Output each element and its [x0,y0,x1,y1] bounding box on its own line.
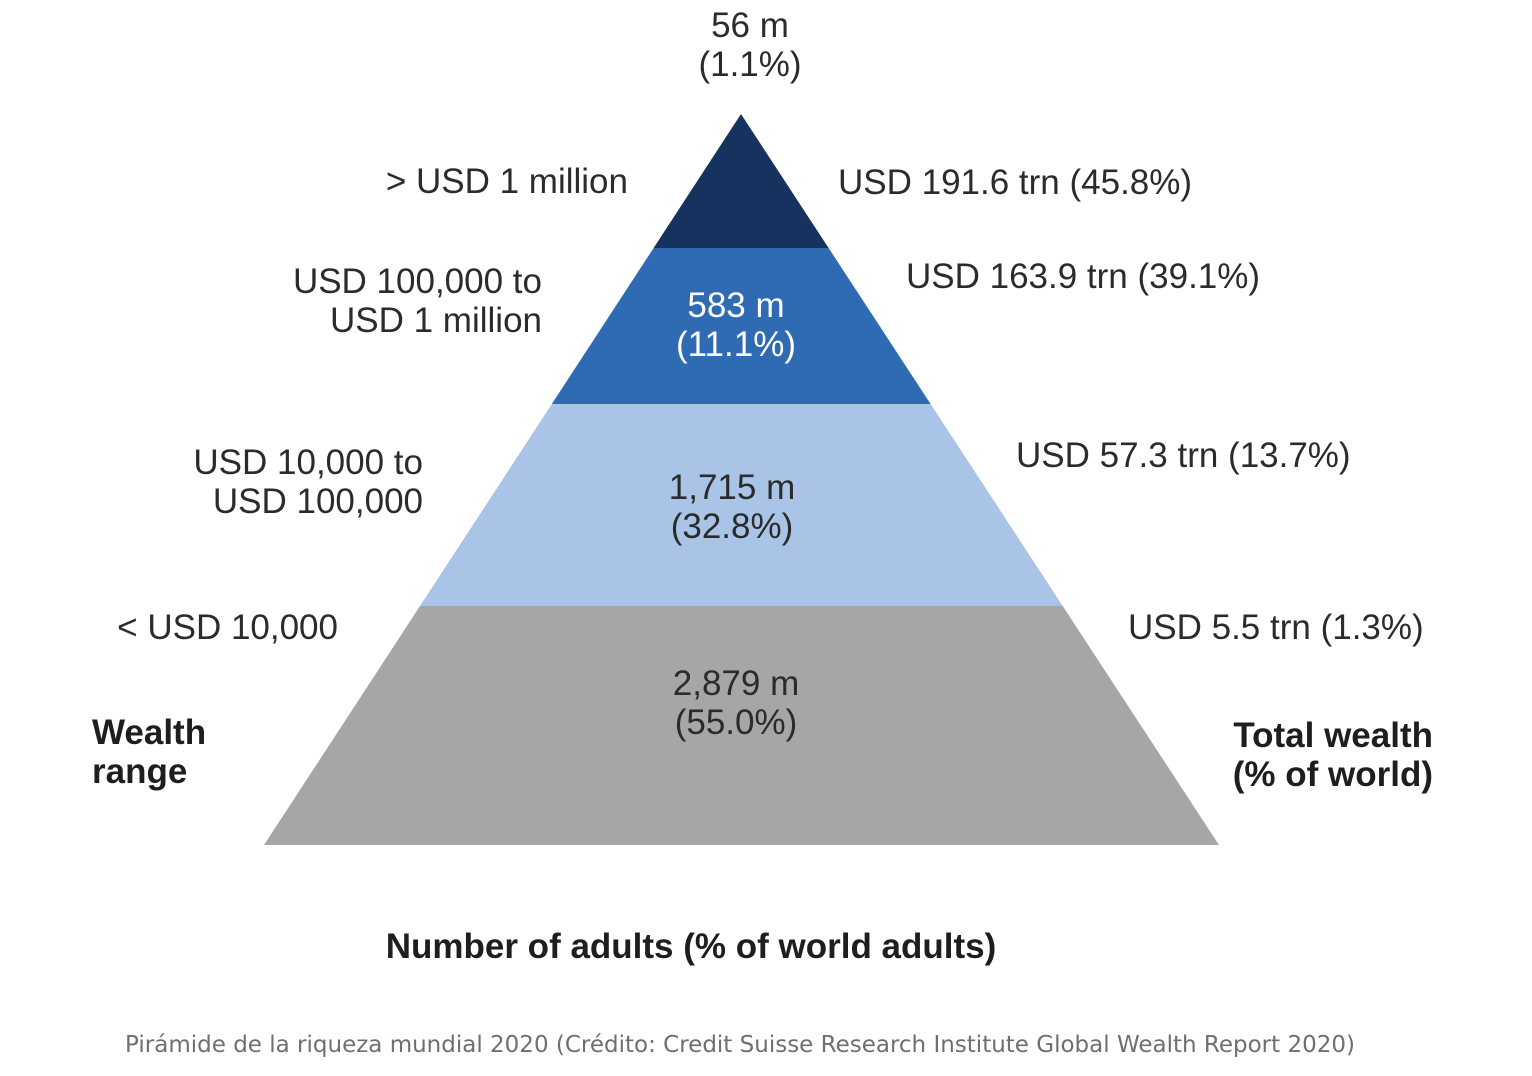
total-wealth-axis-title: Total wealth (% of world) [1233,716,1433,794]
adults-label-tier-3: 1,715 m (32.8%) [632,468,832,546]
adults-share-tier-4: (55.0%) [674,703,798,742]
wealth-range-tier-2-line-1: USD 100,000 to [292,262,542,301]
total-wealth-tier-2: USD 163.9 trn (39.1%) [906,257,1260,296]
adults-count-tier-2: 583 m [687,286,785,325]
wealth-range-tier-1-line-1: > USD 1 million [385,162,628,201]
number-of-adults-axis-title-text: Number of adults (% of world adults) [385,927,997,966]
total-wealth-tier-2-value: USD 163.9 trn (39.1%) [906,257,1261,296]
adults-count-tier-1: 56 m [711,6,789,45]
total-wealth-axis-title-line-2: (% of world) [1232,755,1433,794]
adults-count-tier-4: 2,879 m [672,664,800,703]
pyramid-tier-3 [420,404,1063,606]
adults-share-tier-3: (32.8%) [670,507,794,546]
wealth-range-tier-3: USD 10,000 to USD 100,000 [193,443,423,521]
total-wealth-tier-4: USD 5.5 trn (1.3%) [1128,608,1424,647]
wealth-range-tier-4-line-1: < USD 10,000 [117,608,338,647]
wealth-range-tier-2-line-2: USD 1 million [330,301,542,340]
adults-label-tier-4: 2,879 m (55.0%) [636,664,836,742]
adults-share-tier-1: (1.1%) [698,45,802,84]
pyramid-tier-4 [264,606,1219,845]
number-of-adults-axis-title: Number of adults (% of world adults) [341,927,1041,966]
wealth-range-axis-title-line-2: range [92,752,188,791]
adults-share-tier-2: (11.1%) [676,325,796,364]
total-wealth-axis-title-line-1: Total wealth [1233,716,1433,755]
figure-caption: Pirámide de la riqueza mundial 2020 (Cré… [125,1032,1355,1058]
pyramid-tier-2 [551,248,931,404]
wealth-range-tier-3-line-2: USD 100,000 [212,482,423,521]
adults-label-tier-1: 56 m (1.1%) [650,6,850,84]
wealth-range-tier-1: > USD 1 million [386,162,628,201]
wealth-range-axis-title: Wealth range [92,713,206,791]
wealth-range-tier-4: < USD 10,000 [117,608,338,647]
wealth-range-axis-title-line-1: Wealth [92,713,207,752]
total-wealth-tier-1-value: USD 191.6 trn (45.8%) [838,163,1193,202]
wealth-range-tier-3-line-1: USD 10,000 to [193,443,423,482]
pyramid-tier-1 [653,114,829,248]
total-wealth-tier-1: USD 191.6 trn (45.8%) [838,163,1192,202]
total-wealth-tier-3: USD 57.3 trn (13.7%) [1016,436,1351,475]
adults-count-tier-3: 1,715 m [668,468,796,507]
total-wealth-tier-4-value: USD 5.5 trn (1.3%) [1128,608,1424,647]
total-wealth-tier-3-value: USD 57.3 trn (13.7%) [1016,436,1351,475]
wealth-range-tier-2: USD 100,000 to USD 1 million [293,262,542,340]
adults-label-tier-2: 583 m (11.1%) [636,286,836,364]
